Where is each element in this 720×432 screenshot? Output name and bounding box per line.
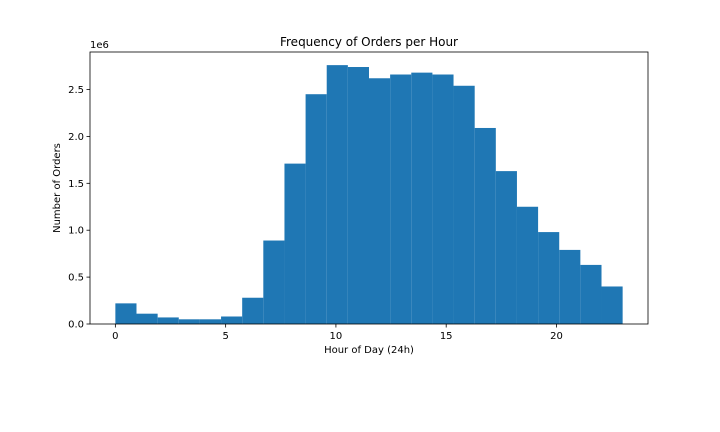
y-tick-label: 2.5 bbox=[68, 85, 84, 96]
histogram-bar bbox=[474, 127, 496, 324]
histogram-bar bbox=[178, 319, 200, 324]
y-tick-label: 0.5 bbox=[68, 273, 84, 284]
histogram-bar bbox=[221, 316, 243, 324]
histogram-bar bbox=[199, 319, 222, 324]
x-tick-label: 20 bbox=[550, 331, 563, 342]
histogram-bar bbox=[538, 232, 560, 324]
y-offset-label: 1e6 bbox=[90, 40, 109, 51]
histogram-bar bbox=[495, 171, 517, 324]
histogram-bar bbox=[601, 286, 623, 324]
x-axis-label: Hour of Day (24h) bbox=[324, 345, 414, 356]
histogram-bar bbox=[305, 94, 327, 324]
histogram-bar bbox=[369, 78, 391, 324]
x-tick-label: 10 bbox=[330, 331, 343, 342]
y-axis: 0.0 0.5 1.0 1.5 2.0 2.5 bbox=[68, 85, 90, 331]
histogram-bar bbox=[432, 74, 454, 324]
histogram-bar bbox=[453, 85, 475, 324]
plot-frame bbox=[89, 51, 649, 325]
histogram-bar bbox=[411, 72, 433, 324]
x-axis: 0 5 10 15 20 bbox=[112, 324, 563, 342]
chart-title: Frequency of Orders per Hour bbox=[280, 35, 458, 49]
y-tick-label: 2.0 bbox=[68, 132, 84, 143]
histogram-bar bbox=[284, 163, 306, 324]
histogram-bar bbox=[136, 313, 158, 324]
x-tick-label: 0 bbox=[112, 331, 118, 342]
histogram-bar bbox=[580, 264, 602, 324]
x-tick-label: 5 bbox=[222, 331, 228, 342]
y-tick-label: 1.5 bbox=[68, 179, 84, 190]
bars-group bbox=[115, 65, 623, 324]
histogram-bar bbox=[263, 240, 285, 324]
histogram-bar bbox=[157, 317, 179, 324]
histogram-bar bbox=[516, 206, 539, 324]
histogram-bar bbox=[347, 67, 369, 324]
y-tick-label: 1.0 bbox=[68, 226, 84, 237]
histogram-bar bbox=[559, 249, 581, 324]
y-tick-label: 0.0 bbox=[68, 320, 84, 331]
histogram-bar bbox=[326, 65, 348, 324]
histogram-bar bbox=[242, 297, 264, 324]
histogram-bar bbox=[390, 74, 412, 324]
x-tick-label: 15 bbox=[440, 331, 453, 342]
y-axis-label: Number of Orders bbox=[52, 143, 63, 233]
histogram-bar bbox=[115, 303, 137, 324]
